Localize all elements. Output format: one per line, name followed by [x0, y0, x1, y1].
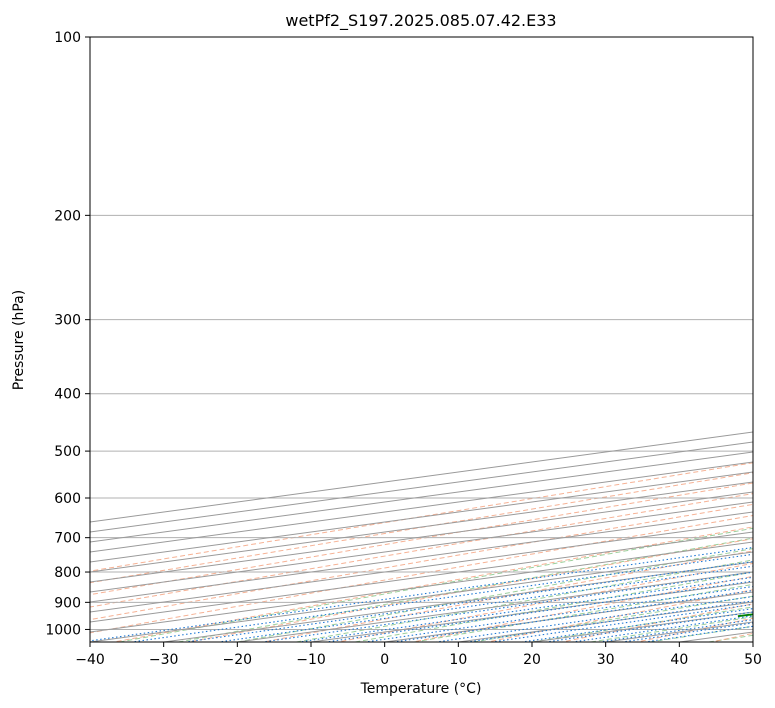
- y-tick-label: 600: [54, 491, 81, 507]
- y-tick-label: 300: [54, 313, 81, 329]
- moist-adiabats: [119, 527, 753, 642]
- x-tick-label: −10: [296, 652, 326, 668]
- x-tick-label: 10: [449, 652, 467, 668]
- y-tick-label: 700: [54, 531, 81, 547]
- mixing-ratio-line: [215, 565, 753, 642]
- x-tick-label: 50: [744, 652, 762, 668]
- isotherm-grid: [90, 431, 753, 642]
- dry-adiabat-line: [410, 575, 753, 642]
- y-tick-label: 1000: [45, 622, 81, 638]
- dry-adiabat-line: [186, 538, 753, 642]
- isotherm-gridline: [749, 641, 753, 642]
- dry-adiabat-line: [335, 562, 753, 642]
- dry-adiabat-line: [90, 503, 753, 621]
- dry-adiabat-line: [485, 589, 753, 642]
- isotherm-gridline: [90, 471, 753, 563]
- mixing-ratio-line: [322, 580, 753, 642]
- isotherm-gridline: [90, 461, 753, 553]
- dry-adiabat-line: [90, 482, 753, 596]
- y-tick-label: 100: [54, 30, 81, 46]
- isotherm-gridline: [90, 491, 753, 583]
- mixing-ratio-line: [542, 611, 753, 642]
- chart-title: wetPf2_S197.2025.085.07.42.E33: [285, 11, 556, 31]
- y-tick-label: 900: [54, 595, 81, 611]
- mixing-ratio-line: [128, 553, 753, 642]
- moist-adiabat-line: [355, 571, 753, 642]
- mixing-ratio-line: [181, 561, 753, 642]
- x-tick-label: −20: [223, 652, 253, 668]
- dry-adiabat-line: [90, 462, 753, 572]
- moist-adiabat-line: [414, 583, 753, 642]
- x-tick-label: −30: [149, 652, 179, 668]
- isotherm-gridline: [90, 511, 753, 603]
- x-tick-label: −40: [75, 652, 105, 668]
- dry-adiabat-line: [111, 526, 753, 642]
- isotherm-gridline: [90, 541, 753, 633]
- isotherm-gridline: [90, 531, 753, 623]
- dry-adiabat-line: [709, 632, 753, 642]
- x-tick-label: 20: [523, 652, 541, 668]
- isotherm-gridline: [90, 481, 753, 573]
- isotherm-gridline: [90, 431, 753, 523]
- mixing-ratio-lines: [90, 546, 753, 642]
- dry-adiabat-line: [559, 603, 753, 642]
- isobar-grid: [90, 37, 753, 630]
- isotherm-gridline: [90, 551, 753, 642]
- isotherm-gridline: [160, 561, 753, 642]
- y-axis-label: Pressure (hPa): [11, 290, 27, 390]
- y-tick-label: 400: [54, 387, 81, 403]
- mixing-ratio-line: [361, 585, 753, 642]
- y-tick-label: 200: [54, 208, 81, 224]
- dry-adiabat-line: [90, 493, 753, 608]
- mixing-ratio-line: [518, 608, 753, 642]
- mixing-ratio-line: [568, 615, 753, 642]
- temperature-line: [755, 37, 775, 616]
- x-axis-ticks: −40 −30 −20 −10 0 10 20 30 40 50: [75, 642, 762, 668]
- y-tick-label: 800: [54, 565, 81, 581]
- moist-adiabat-line: [708, 634, 753, 642]
- y-axis-ticks: 100 200 300 400 500 600 700 800 900 1000: [45, 30, 90, 638]
- mixing-ratio-line: [596, 619, 753, 642]
- moist-adiabat-line: [119, 527, 753, 642]
- x-tick-label: 30: [597, 652, 615, 668]
- dry-adiabats: [90, 462, 753, 642]
- isotherm-gridline: [307, 581, 753, 642]
- moist-adiabat-line: [531, 606, 753, 642]
- dewpoint-line: [737, 613, 753, 618]
- x-tick-label: 0: [380, 652, 389, 668]
- isotherm-gridline: [90, 501, 753, 593]
- x-tick-label: 40: [670, 652, 688, 668]
- profile-lines: [737, 37, 775, 618]
- dry-adiabat-line: [90, 472, 753, 584]
- dry-adiabat-line: [90, 514, 753, 634]
- mixing-ratio-line: [258, 571, 753, 642]
- y-tick-label: 500: [54, 444, 81, 460]
- isotherm-gridline: [90, 521, 753, 613]
- plot-frame: [89, 36, 754, 643]
- isotherm-gridline: [90, 441, 753, 533]
- x-axis-label: Temperature (°C): [360, 681, 482, 697]
- mixing-ratio-line: [488, 603, 753, 642]
- moist-adiabat-line: [178, 537, 753, 642]
- moist-adiabat-line: [649, 625, 753, 642]
- isotherm-gridline: [90, 451, 753, 543]
